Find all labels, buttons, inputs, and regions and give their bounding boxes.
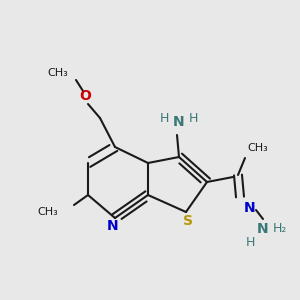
Text: H: H [159,112,169,124]
Text: N: N [107,219,119,233]
Text: CH₃: CH₃ [47,68,68,78]
Text: N: N [257,222,269,236]
Text: H: H [245,236,255,248]
Text: N: N [173,115,185,129]
Text: H: H [188,112,198,124]
Text: H₂: H₂ [273,223,287,236]
Text: CH₃: CH₃ [247,143,268,153]
Text: S: S [183,214,193,228]
Text: N: N [244,201,256,215]
Text: CH₃: CH₃ [37,207,58,217]
Text: O: O [79,89,91,103]
